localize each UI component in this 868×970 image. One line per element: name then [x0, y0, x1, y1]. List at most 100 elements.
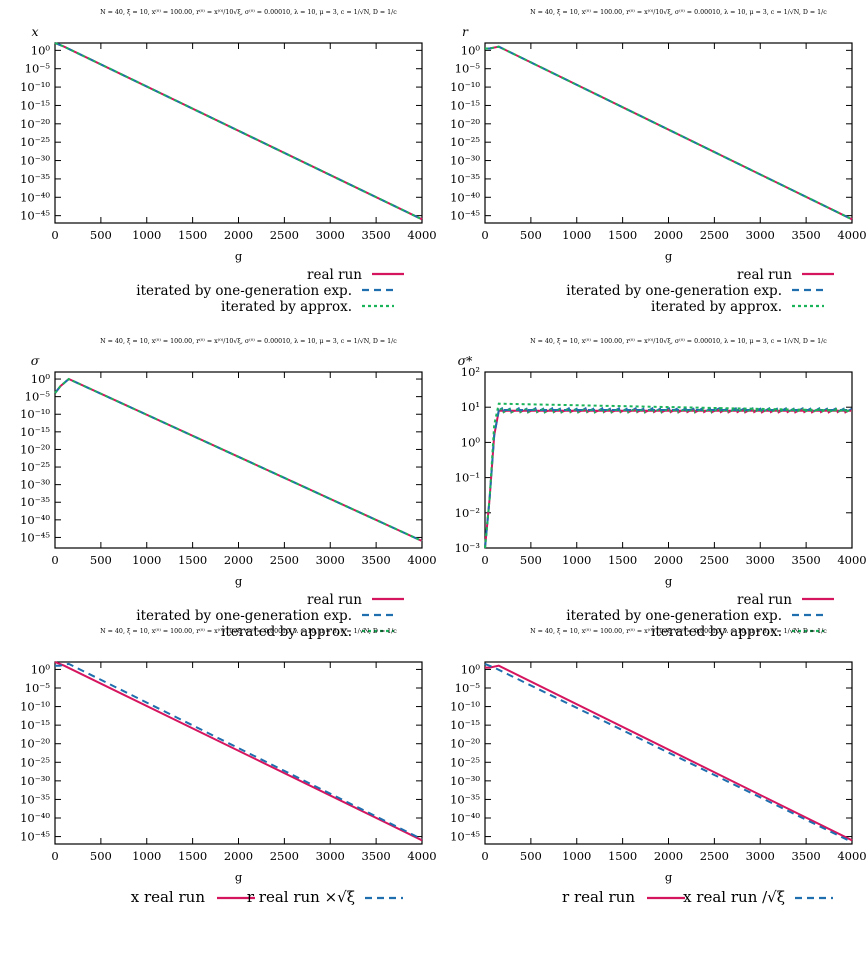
x-tick-label: 1000	[132, 849, 161, 863]
x-tick-label: 1500	[608, 849, 637, 863]
y-tick-label: 10⁻⁵	[455, 681, 481, 695]
y-tick-label: 10⁻³⁵	[450, 172, 480, 186]
series-line-approx	[485, 45, 853, 221]
y-tick-label: 10⁻¹⁰	[20, 407, 50, 421]
legend-label-real: real run	[737, 267, 792, 283]
x-tick-label: 0	[51, 553, 58, 567]
y-tick-label: 10⁻⁴⁰	[450, 190, 480, 204]
chart-panel-2: N = 40, ξ = 10, x⁽⁰⁾ = 100.00, r⁽⁰⁾ = x⁽…	[450, 9, 867, 315]
y-tick-label: 10⁻³⁵	[20, 495, 50, 509]
y-tick-label: 10¹	[461, 400, 480, 414]
y-tick-label: 10⁻²⁰	[20, 737, 50, 751]
chart-panel-4: N = 40, ξ = 10, x⁽⁰⁾ = 100.00, r⁽⁰⁾ = x⁽…	[455, 338, 867, 640]
x-tick-label: 1000	[132, 553, 161, 567]
y-tick-label: 10⁻⁴⁵	[20, 830, 50, 844]
x-tick-label: 3500	[791, 849, 820, 863]
x-tick-label: 2000	[654, 228, 683, 242]
x-axis-label: g	[235, 870, 243, 884]
x-tick-label: 2500	[700, 849, 729, 863]
chart-panel-1: N = 40, ξ = 10, x⁽⁰⁾ = 100.00, r⁽⁰⁾ = x⁽…	[20, 9, 437, 315]
parameter-caption: N = 40, ξ = 10, x⁽⁰⁾ = 100.00, r⁽⁰⁾ = x⁽…	[530, 628, 827, 635]
y-tick-label: 10²	[461, 365, 480, 379]
legend-label-real: real run	[307, 267, 362, 283]
x-tick-label: 500	[520, 849, 542, 863]
x-tick-label: 3000	[316, 849, 345, 863]
legend-label-iter: iterated by one-generation exp.	[136, 283, 352, 299]
plot-frame	[54, 661, 423, 845]
series-line-real	[485, 45, 853, 221]
legend-label-real: r real run	[562, 888, 635, 906]
series-noise-approx	[499, 407, 852, 414]
x-tick-label: 2500	[270, 553, 299, 567]
y-tick-label: 10⁻⁴⁵	[450, 830, 480, 844]
x-axis-label: g	[665, 249, 673, 263]
legend-label-iter: x real run /√ξ	[683, 888, 785, 906]
x-tick-label: 1500	[178, 553, 207, 567]
parameter-caption: N = 40, ξ = 10, x⁽⁰⁾ = 100.00, r⁽⁰⁾ = x⁽…	[100, 628, 397, 635]
y-axis-label: σ*	[458, 353, 474, 368]
x-tick-label: 4000	[407, 228, 436, 242]
x-tick-label: 500	[90, 228, 112, 242]
x-tick-label: 2000	[224, 228, 253, 242]
plot-frame	[484, 42, 853, 224]
y-tick-label: 10⁻⁵	[25, 62, 51, 76]
y-tick-label: 10⁻¹⁵	[450, 98, 480, 112]
x-tick-label: 4000	[837, 228, 866, 242]
y-tick-label: 10⁻²⁵	[20, 460, 50, 474]
x-tick-label: 0	[481, 228, 488, 242]
x-tick-label: 0	[51, 849, 58, 863]
x-tick-label: 500	[90, 849, 112, 863]
x-tick-label: 4000	[837, 849, 866, 863]
x-tick-label: 0	[481, 849, 488, 863]
y-tick-label: 10⁻²⁰	[450, 737, 480, 751]
x-tick-label: 3500	[791, 553, 820, 567]
y-tick-label: 10⁻³⁰	[20, 478, 50, 492]
y-tick-label: 10⁰	[31, 43, 51, 57]
y-tick-label: 10⁻³⁵	[20, 792, 50, 806]
chart-panel-5: N = 40, ξ = 10, x⁽⁰⁾ = 100.00, r⁽⁰⁾ = x⁽…	[20, 628, 437, 906]
y-tick-label: 10⁻¹⁰	[20, 700, 50, 714]
x-tick-label: 500	[520, 553, 542, 567]
x-axis-label: g	[665, 574, 673, 588]
series-line-approx	[484, 402, 853, 549]
chart-panel-3: N = 40, ξ = 10, x⁽⁰⁾ = 100.00, r⁽⁰⁾ = x⁽…	[20, 338, 437, 640]
y-tick-label: 10⁻⁴⁰	[20, 190, 50, 204]
y-tick-label: 10⁻³⁵	[20, 172, 50, 186]
parameter-caption: N = 40, ξ = 10, x⁽⁰⁾ = 100.00, r⁽⁰⁾ = x⁽…	[530, 9, 827, 16]
y-axis-label: r	[462, 24, 469, 39]
x-tick-label: 1500	[608, 228, 637, 242]
x-tick-label: 2000	[654, 553, 683, 567]
y-tick-label: 10⁻³	[455, 541, 481, 555]
x-tick-label: 2000	[224, 553, 253, 567]
x-tick-label: 3000	[316, 553, 345, 567]
x-axis-label: g	[665, 870, 673, 884]
legend-label-real: real run	[307, 592, 362, 608]
chart-panel-6: N = 40, ξ = 10, x⁽⁰⁾ = 100.00, r⁽⁰⁾ = x⁽…	[450, 628, 867, 906]
x-tick-label: 1500	[178, 228, 207, 242]
x-tick-label: 1500	[178, 849, 207, 863]
parameter-caption: N = 40, ξ = 10, x⁽⁰⁾ = 100.00, r⁽⁰⁾ = x⁽…	[530, 338, 827, 345]
y-tick-label: 10⁻³⁰	[450, 154, 480, 168]
x-tick-label: 2500	[700, 553, 729, 567]
plot-frame	[54, 42, 423, 224]
x-tick-label: 2500	[700, 228, 729, 242]
parameter-caption: N = 40, ξ = 10, x⁽⁰⁾ = 100.00, r⁽⁰⁾ = x⁽…	[100, 9, 397, 16]
y-tick-label: 10⁻⁴⁵	[450, 209, 480, 223]
y-axis-label: σ	[31, 353, 40, 368]
y-tick-label: 10⁻²⁵	[450, 135, 480, 149]
series-line-approx	[54, 377, 423, 542]
series-line-iter	[54, 42, 423, 221]
y-tick-label: 10⁻⁴⁵	[20, 209, 50, 223]
series-line-real	[485, 664, 853, 842]
y-tick-label: 10⁻¹⁰	[450, 80, 480, 94]
y-tick-label: 10⁻⁵	[25, 681, 51, 695]
x-tick-label: 2000	[224, 849, 253, 863]
x-tick-label: 1000	[562, 228, 591, 242]
y-tick-label: 10⁻³⁰	[20, 154, 50, 168]
y-tick-label: 10⁻³⁰	[20, 774, 50, 788]
x-tick-label: 3000	[746, 849, 775, 863]
y-tick-label: 10⁻¹⁵	[450, 718, 480, 732]
y-tick-label: 10⁻¹⁰	[450, 700, 480, 714]
x-tick-label: 3000	[746, 228, 775, 242]
